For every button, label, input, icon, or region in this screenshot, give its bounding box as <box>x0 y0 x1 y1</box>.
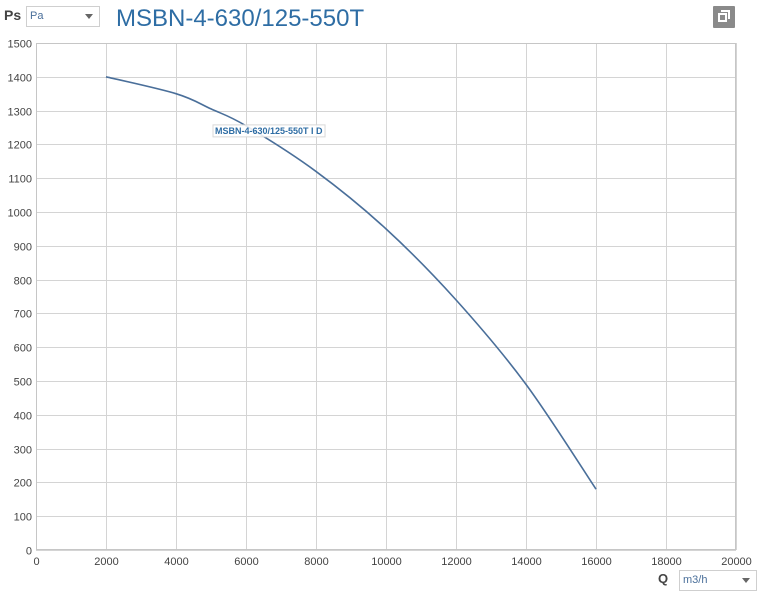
y-tick-label: 1400 <box>8 73 32 85</box>
y-tick-label: 600 <box>14 343 32 355</box>
plot-border <box>36 43 736 550</box>
series-label-background <box>212 124 326 138</box>
chevron-down-icon <box>85 14 93 19</box>
series-label: MSBN-4-630/125-550T I D <box>215 126 323 136</box>
x-tick-label: 2000 <box>94 556 118 568</box>
y-tick-label: 100 <box>14 512 32 524</box>
flow-unit-select[interactable]: m3/h <box>679 570 757 591</box>
copy-button[interactable] <box>713 6 735 28</box>
x-tick-label: 8000 <box>304 556 328 568</box>
copy-icon <box>721 10 730 19</box>
pressure-unit-value: Pa <box>30 10 44 22</box>
y-tick-label: 1300 <box>8 107 32 119</box>
x-tick-label: 0 <box>33 556 39 568</box>
y-tick-label: 1500 <box>8 39 32 51</box>
x-tick-label: 16000 <box>581 556 612 568</box>
y-tick-label: 900 <box>14 242 32 254</box>
y-tick-label: 1000 <box>8 208 32 220</box>
x-tick-label: 14000 <box>511 556 542 568</box>
chart-title: MSBN-4-630/125-550T <box>116 5 365 32</box>
y-tick-label: 800 <box>14 276 32 288</box>
chevron-down-icon <box>742 578 750 583</box>
y-tick-label: 500 <box>14 377 32 389</box>
x-axis-symbol: Q <box>658 571 669 586</box>
y-tick-label: 1200 <box>8 140 32 152</box>
y-tick-label: 300 <box>14 445 32 457</box>
x-tick-label: 4000 <box>164 556 188 568</box>
x-tick-label: 18000 <box>651 556 682 568</box>
y-tick-label: 200 <box>14 478 32 490</box>
x-tick-label: 10000 <box>371 556 402 568</box>
x-tick-label: 12000 <box>441 556 472 568</box>
y-tick-label: 700 <box>14 309 32 321</box>
y-tick-label: 400 <box>14 411 32 423</box>
x-tick-label: 6000 <box>234 556 258 568</box>
flow-unit-value: m3/h <box>683 574 708 586</box>
y-tick-label: 1100 <box>8 174 32 186</box>
y-axis-symbol: Ps <box>4 7 22 23</box>
series-line <box>105 76 597 490</box>
y-tick-label: 0 <box>26 546 32 558</box>
x-tick-label: 20000 <box>721 556 752 568</box>
pressure-unit-select[interactable]: Pa <box>26 6 100 27</box>
